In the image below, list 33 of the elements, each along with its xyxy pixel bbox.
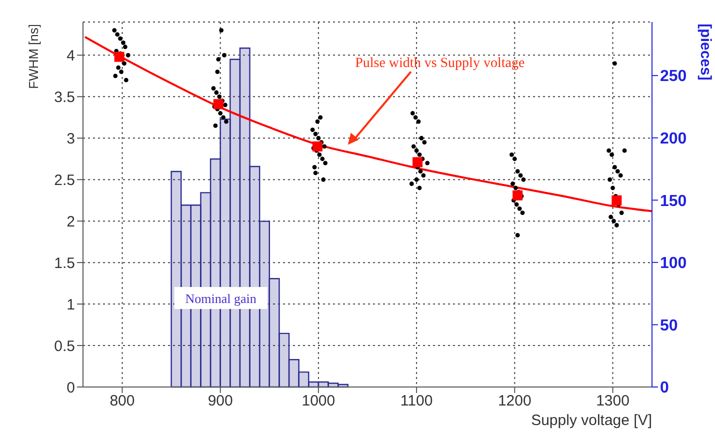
point (312, 141, 322, 152)
y-tick-label: 1.5 (54, 254, 75, 272)
x-tick-label: 1000 (302, 392, 336, 410)
y-tick-label: 3 (66, 130, 75, 148)
annotation: Pulse width vs Supply voltage (355, 56, 525, 71)
line-series (84, 36, 652, 212)
y2-tick-label: 100 (660, 255, 687, 272)
y-tick-label: 0 (66, 379, 75, 396)
x-tick-label: 1100 (400, 392, 433, 410)
y-tick-label: 2.5 (54, 172, 75, 189)
x-tick-label: 1200 (498, 392, 532, 410)
y2-tick-label: 250 (660, 68, 687, 86)
y2-tick-label: 0 (660, 380, 669, 397)
point (412, 157, 423, 168)
y-axis-title: FWHM [ns] (26, 24, 41, 89)
x-tick-label: 800 (110, 392, 135, 410)
x-tick-label: 900 (208, 392, 233, 410)
point (213, 99, 224, 110)
y-tick-label: 3.5 (54, 88, 75, 106)
x-axis-title: Supply voltage [V] (531, 412, 652, 429)
y2-tick-label: 50 (660, 317, 678, 334)
y2-tick-label: 150 (660, 192, 687, 210)
y2-axis-title: [pieces] (697, 24, 714, 80)
y2-tick-label: 200 (660, 130, 687, 148)
point (512, 190, 523, 200)
y-tick-label: 2 (66, 213, 75, 230)
annotation: Nominal gain (185, 291, 257, 306)
y-tick-label: 1 (66, 296, 75, 314)
point (114, 52, 124, 62)
point (612, 195, 622, 206)
x-tick-label: 1300 (596, 392, 630, 410)
y-tick-label: 0.5 (54, 338, 75, 355)
y-tick-label: 4 (66, 48, 75, 65)
